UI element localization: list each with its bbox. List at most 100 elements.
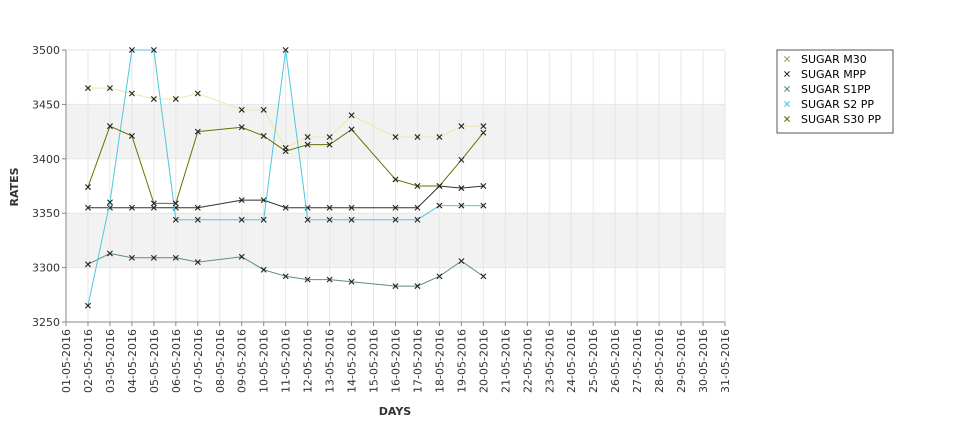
data-point xyxy=(304,141,311,148)
data-point xyxy=(348,112,355,119)
x-tick-label: 16-05-2016 xyxy=(390,329,403,393)
x-tick-label: 23-05-2016 xyxy=(543,329,556,393)
data-point xyxy=(194,216,201,223)
x-tick-label: 12-05-2016 xyxy=(302,329,315,393)
data-point xyxy=(326,276,333,283)
data-point xyxy=(150,254,157,261)
data-point xyxy=(172,216,179,223)
x-tick-label: 02-05-2016 xyxy=(82,329,95,393)
legend-item: SUGAR M30 xyxy=(784,53,867,66)
x-tick-label: 28-05-2016 xyxy=(653,329,666,393)
data-point xyxy=(326,216,333,223)
data-point xyxy=(128,254,135,261)
legend-marker xyxy=(784,71,790,77)
x-tick-label: 01-05-2016 xyxy=(60,329,73,393)
x-tick-label: 20-05-2016 xyxy=(477,329,490,393)
x-tick-label: 10-05-2016 xyxy=(258,329,271,393)
data-point xyxy=(392,204,399,211)
legend-item: SUGAR S1PP xyxy=(784,83,871,96)
data-point xyxy=(84,85,91,92)
data-point xyxy=(458,258,465,265)
data-point xyxy=(304,216,311,223)
x-tick-label: 18-05-2016 xyxy=(433,329,446,393)
data-point xyxy=(282,148,289,155)
data-point xyxy=(304,276,311,283)
series-sugar-s1pp xyxy=(84,250,487,290)
data-point xyxy=(172,200,179,207)
data-point xyxy=(194,204,201,211)
legend: SUGAR M30 SUGAR MPP SUGAR S1PP SUGAR S2 PP S… xyxy=(776,49,894,134)
data-point xyxy=(480,202,487,209)
grid-lines xyxy=(65,49,726,323)
data-point xyxy=(436,273,443,280)
data-point xyxy=(348,278,355,285)
data-point xyxy=(414,204,421,211)
data-point xyxy=(414,183,421,189)
x-tick-label: 14-05-2016 xyxy=(346,329,359,393)
data-point xyxy=(194,259,201,266)
x-tick-label: 07-05-2016 xyxy=(192,329,205,393)
data-point xyxy=(414,283,421,290)
x-tick-label: 21-05-2016 xyxy=(499,329,512,393)
x-tick-label: 05-05-2016 xyxy=(148,329,161,393)
data-point xyxy=(172,95,179,102)
data-point xyxy=(238,106,245,113)
legend-marker xyxy=(784,86,790,92)
data-point xyxy=(150,47,157,53)
data-point xyxy=(106,250,113,257)
data-point xyxy=(172,254,179,261)
x-tick-label: 08-05-2016 xyxy=(214,329,227,393)
x-tick-label: 04-05-2016 xyxy=(126,329,139,393)
data-point xyxy=(150,204,157,211)
data-point xyxy=(260,132,267,139)
data-point xyxy=(458,156,465,163)
data-point xyxy=(282,273,289,280)
data-point xyxy=(282,47,289,53)
y-tick-label: 3400 xyxy=(32,153,60,166)
data-point xyxy=(106,85,113,92)
y-tick-label: 3300 xyxy=(32,262,60,275)
data-point xyxy=(106,199,113,206)
data-point xyxy=(458,185,465,192)
data-point xyxy=(128,90,135,97)
data-point xyxy=(480,273,487,280)
y-tick-label: 3500 xyxy=(32,44,60,57)
x-tick-label: 29-05-2016 xyxy=(675,329,688,393)
x-tick-label: 15-05-2016 xyxy=(368,329,381,393)
data-point xyxy=(238,216,245,223)
data-point xyxy=(436,134,443,141)
data-point xyxy=(128,132,135,139)
data-point xyxy=(260,216,267,223)
data-point xyxy=(84,204,91,211)
data-point xyxy=(260,266,267,273)
legend-label: SUGAR S30 PP xyxy=(801,113,881,126)
x-tick-label: 30-05-2016 xyxy=(697,329,710,393)
x-tick-label: 13-05-2016 xyxy=(324,329,337,393)
x-tick-label: 24-05-2016 xyxy=(565,329,578,393)
data-point xyxy=(458,202,465,209)
x-tick-label: 31-05-2016 xyxy=(719,329,732,393)
series-layer xyxy=(84,47,487,309)
data-point xyxy=(84,302,91,309)
data-point xyxy=(84,261,91,268)
data-point xyxy=(480,129,487,136)
legend-item: SUGAR MPP xyxy=(784,68,866,81)
x-tick-label: 06-05-2016 xyxy=(170,329,183,393)
x-tick-label: 26-05-2016 xyxy=(609,329,622,393)
legend-label: SUGAR M30 xyxy=(801,53,867,66)
legend-label: SUGAR MPP xyxy=(801,68,866,81)
data-point xyxy=(194,90,201,97)
data-point xyxy=(260,197,267,204)
data-point xyxy=(414,134,421,141)
legend-item: SUGAR S2 PP xyxy=(784,98,874,111)
data-point xyxy=(326,134,333,141)
y-tick-label: 3450 xyxy=(32,98,60,111)
data-point xyxy=(106,123,113,130)
data-point xyxy=(238,253,245,260)
data-point xyxy=(260,106,267,113)
data-point xyxy=(458,123,465,130)
data-point xyxy=(150,95,157,102)
y-tick-labels: 3250 3300 3350 3400 3450 3500 xyxy=(32,44,66,329)
data-point xyxy=(282,204,289,211)
